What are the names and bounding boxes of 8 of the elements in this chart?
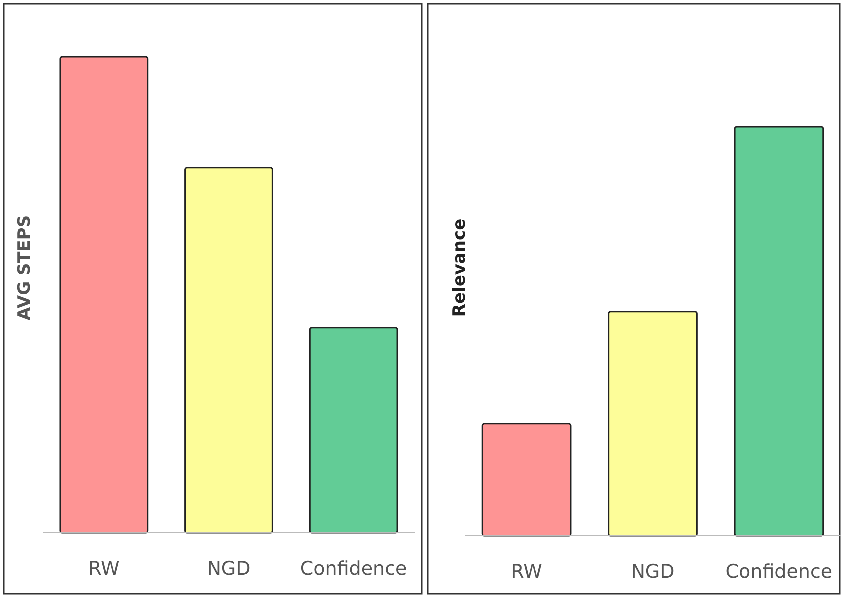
y-axis-title: AVG STEPS [15, 215, 35, 321]
x-tick-label: Confidence [300, 558, 408, 580]
x-tick-label: RW [88, 558, 120, 580]
x-tick-label: RW [511, 561, 543, 583]
y-axis-title: Relevance [450, 218, 470, 318]
x-tick-label: NGD [631, 561, 675, 583]
x-tick-label: Confidence [726, 561, 833, 583]
x-tick-label: NGD [207, 558, 251, 580]
